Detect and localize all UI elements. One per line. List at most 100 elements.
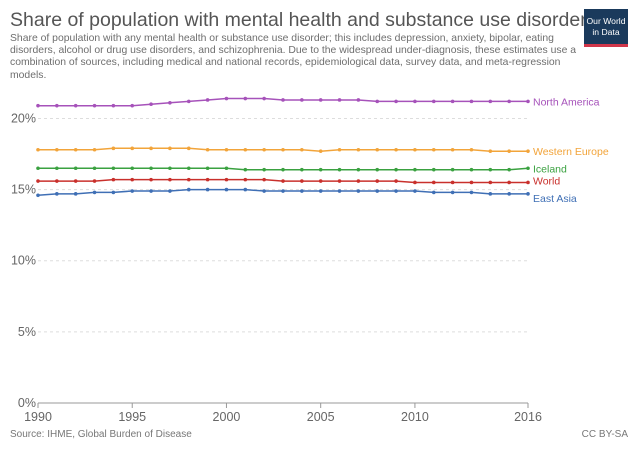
data-point-iceland [205,166,210,171]
data-point-east-asia [375,189,380,193]
y-tick-label: 0% [18,396,36,410]
data-point-iceland [450,167,455,172]
chart-title: Share of population with mental health a… [10,9,597,31]
data-point-east-asia [318,189,323,193]
data-point-east-asia [55,192,59,196]
license-note[interactable]: CC BY-SA [581,429,628,440]
data-point-western-europe [337,147,342,152]
data-point-world [243,177,248,182]
data-point-world [450,180,455,185]
data-point-north-america [450,99,455,104]
data-point-world [36,179,40,183]
owid-logo[interactable]: Our World in Data [584,9,628,47]
data-point-world [507,180,511,185]
data-point-east-asia [337,189,342,193]
data-point-east-asia [281,189,285,193]
data-point-iceland [431,167,436,172]
data-point-iceland [488,167,493,172]
data-point-east-asia [168,189,172,193]
data-point-western-europe [149,146,153,151]
data-point-western-europe [111,146,116,151]
data-point-iceland [318,167,323,172]
y-tick-label: 20% [11,111,36,125]
data-point-western-europe [168,146,172,151]
data-point-world [168,177,172,182]
data-point-iceland [168,166,172,171]
logo-line-2: in Data [592,27,620,37]
data-point-western-europe [73,147,78,152]
data-point-north-america [356,98,361,102]
data-point-iceland [149,166,153,171]
axis-layer: 0% 5% 10% 15% 20% 1990 1995 2000 2005 2010 2016 [11,111,542,424]
data-point-western-europe [36,147,40,152]
data-point-north-america [224,96,229,101]
data-point-iceland [375,167,380,172]
data-point-world [73,179,78,183]
data-point-north-america [73,103,78,108]
data-point-north-america [243,96,248,101]
data-point-western-europe [394,147,398,152]
data-point-iceland [92,166,97,171]
data-point-world [130,177,135,182]
data-point-world [281,179,285,183]
data-point-east-asia [205,187,210,192]
data-point-north-america [55,103,59,108]
data-point-north-america [205,98,210,102]
data-point-north-america [394,99,398,104]
data-point-east-asia [431,190,436,195]
data-point-iceland [73,166,78,171]
data-point-western-europe [186,146,191,151]
data-point-western-europe [281,147,285,152]
data-point-western-europe [318,149,323,153]
data-point-iceland [111,166,116,171]
data-point-iceland [300,167,304,172]
data-point-north-america [337,98,342,102]
data-point-east-asia [394,189,398,193]
data-point-western-europe [469,147,474,152]
data-point-world [488,180,493,185]
data-point-east-asia [526,192,530,196]
data-point-east-asia [149,189,153,193]
data-point-world [149,177,153,182]
data-point-east-asia [92,190,97,195]
data-point-east-asia [450,190,455,195]
series-label-north-america: North America [533,96,600,108]
data-point-iceland [337,167,342,172]
grid-layer [38,117,528,404]
data-point-east-asia [186,187,191,192]
data-point-world [205,177,210,182]
data-point-western-europe [507,149,511,153]
data-point-western-europe [262,147,266,152]
data-point-western-europe [243,147,248,152]
source-note[interactable]: Source: IHME, Global Burden of Disease [10,429,192,440]
data-point-world [337,179,342,183]
data-point-north-america [130,103,135,108]
chart-subtitle: Share of population with any mental heal… [10,33,577,81]
series-label-east-asia: East Asia [533,193,577,205]
data-point-north-america [168,101,172,105]
data-point-world [186,177,191,182]
data-point-iceland [526,166,530,171]
data-point-world [111,177,116,182]
data-point-east-asia [469,190,474,195]
data-point-north-america [111,103,116,108]
data-point-iceland [262,167,266,172]
data-point-north-america [488,99,493,104]
data-point-western-europe [431,147,436,152]
data-point-north-america [413,99,417,104]
data-point-east-asia [413,189,417,193]
data-point-western-europe [300,147,304,152]
series-layer [36,96,530,198]
data-point-western-europe [488,149,493,153]
data-point-world [431,180,436,185]
data-point-east-asia [130,189,135,193]
data-point-world [224,177,229,182]
data-point-world [262,177,266,182]
data-point-iceland [243,167,248,172]
x-tick-label: 1995 [118,410,146,424]
x-tick-label: 2000 [213,410,241,424]
data-point-north-america [318,98,323,102]
data-point-world [356,179,361,183]
data-point-western-europe [413,147,417,152]
